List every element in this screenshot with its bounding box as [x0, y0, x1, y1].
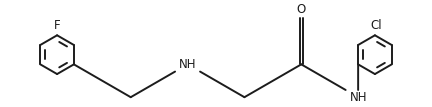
Text: Cl: Cl [370, 19, 382, 32]
Text: NH: NH [179, 58, 196, 71]
Text: NH: NH [349, 91, 367, 104]
Text: F: F [54, 19, 60, 32]
Text: O: O [297, 2, 306, 16]
